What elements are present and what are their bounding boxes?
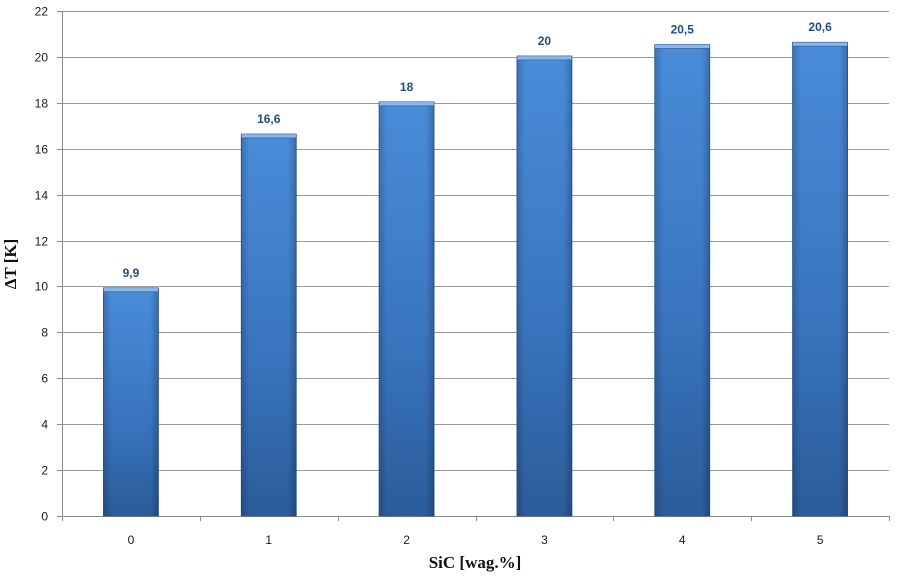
x-tick-labels: 0 1 2 3 4 5 [128, 533, 824, 547]
bar [792, 41, 848, 517]
bar-shading [654, 45, 710, 516]
x-tick-label: 2 [403, 533, 410, 547]
y-tick-labels: 0 2 4 6 8 10 12 14 16 18 20 22 [35, 5, 49, 524]
data-label: 16,6 [257, 112, 281, 126]
y-tick-label: 22 [35, 5, 49, 19]
bars [103, 41, 848, 517]
y-tick-label: 2 [41, 464, 48, 478]
bar [378, 101, 435, 517]
x-tick-label: 5 [817, 533, 824, 547]
bar-shading [792, 43, 848, 517]
x-tick-label: 1 [265, 533, 272, 547]
bar [654, 44, 711, 517]
data-label: 9,9 [123, 266, 140, 280]
y-tick-label: 6 [41, 372, 48, 386]
bar-top-cap [792, 41, 848, 47]
y-tick-label: 18 [35, 97, 49, 111]
bar-shading [241, 134, 297, 517]
bar-top-cap [378, 101, 435, 107]
bar [516, 55, 573, 517]
bar [103, 287, 159, 517]
bar-shading [379, 102, 435, 517]
bar-top-cap [103, 287, 159, 293]
y-tick-label: 10 [35, 280, 49, 294]
gridlines [62, 11, 889, 471]
data-labels: 9,9 16,6 18 20 20,5 20,6 [123, 20, 833, 280]
bar-shading [516, 56, 572, 517]
y-tick-label: 12 [35, 235, 49, 249]
data-label: 20 [538, 34, 552, 48]
bar-shading [103, 288, 159, 516]
x-tick-label: 3 [541, 533, 548, 547]
bar-top-cap [516, 55, 573, 61]
axes [57, 11, 890, 521]
x-tick-label: 4 [679, 533, 686, 547]
y-axis-title: ΔT [K] [1, 239, 20, 290]
y-tick-label: 14 [35, 189, 49, 203]
x-axis-title: SiC [wag.%] [429, 553, 522, 572]
y-tick-label: 16 [35, 143, 49, 157]
x-tick-label: 0 [128, 533, 135, 547]
data-label: 18 [400, 80, 414, 94]
bar-top-cap [654, 44, 711, 49]
data-label: 20,5 [671, 22, 695, 36]
y-tick-label: 4 [41, 418, 48, 432]
y-tick-label: 8 [41, 326, 48, 340]
y-tick-label: 0 [41, 510, 48, 524]
data-label: 20,6 [808, 20, 832, 34]
bar [240, 133, 297, 517]
y-tick-label: 20 [35, 51, 49, 65]
bar-top-cap [240, 133, 297, 139]
